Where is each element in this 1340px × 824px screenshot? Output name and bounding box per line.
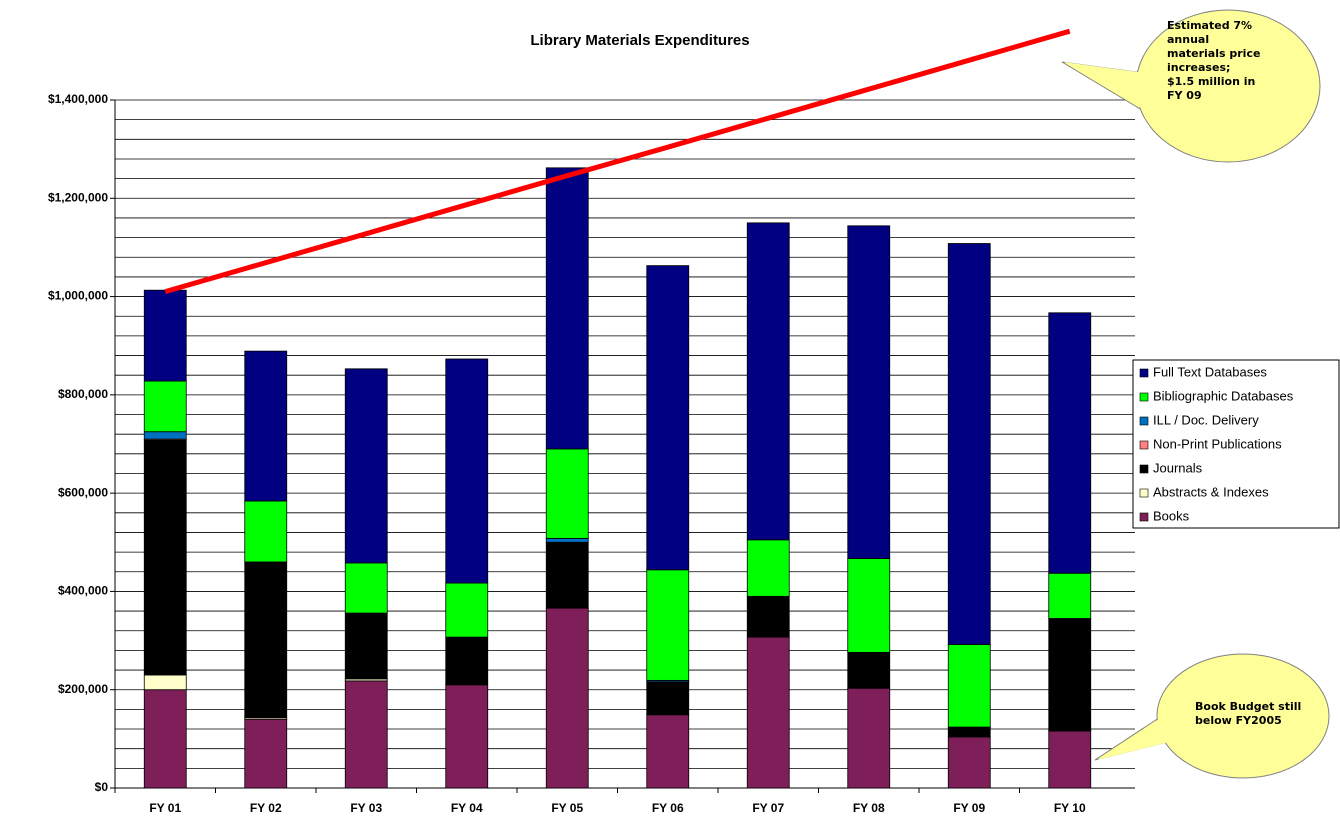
legend-swatch bbox=[1139, 464, 1149, 474]
bar-segment bbox=[143, 689, 187, 789]
bar-segment bbox=[1048, 730, 1092, 789]
bar-segment bbox=[244, 718, 288, 789]
bar-segment bbox=[244, 350, 288, 502]
bar-segment bbox=[746, 539, 790, 597]
bar-segment bbox=[545, 541, 589, 609]
x-tick-label: FY 10 bbox=[1054, 801, 1086, 815]
legend-swatch bbox=[1139, 440, 1149, 450]
x-tick-label: FY 05 bbox=[551, 801, 583, 815]
bar-segment bbox=[646, 569, 690, 681]
callout-text: materials price bbox=[1167, 47, 1260, 60]
bar-segment bbox=[947, 644, 991, 728]
legend-label: Books bbox=[1153, 508, 1190, 523]
bar-segment bbox=[646, 681, 690, 716]
y-tick-label: $600,000 bbox=[58, 485, 108, 499]
legend-label: Full Text Databases bbox=[1153, 364, 1267, 379]
x-tick-label: FY 07 bbox=[752, 801, 784, 815]
bar-segment bbox=[847, 558, 891, 653]
bar-segment bbox=[344, 612, 388, 680]
bar-segment bbox=[445, 636, 489, 686]
y-tick-label: $400,000 bbox=[58, 584, 108, 598]
callout-text: Book Budget still bbox=[1195, 700, 1301, 713]
y-tick-label: $1,400,000 bbox=[48, 92, 108, 106]
legend-label: Non-Print Publications bbox=[1153, 436, 1282, 451]
bar-segment bbox=[143, 674, 187, 691]
callout-bubble bbox=[1156, 653, 1330, 779]
callout-text: below FY2005 bbox=[1195, 714, 1282, 727]
bar-segment bbox=[847, 651, 891, 689]
bar-segment bbox=[1048, 312, 1092, 574]
legend-swatch bbox=[1139, 368, 1149, 378]
trend-line bbox=[164, 28, 1071, 295]
legend-label: Journals bbox=[1153, 460, 1203, 475]
bar-segment bbox=[1048, 618, 1092, 732]
bar-segment bbox=[143, 439, 187, 676]
x-tick-label: FY 08 bbox=[853, 801, 885, 815]
legend-swatch bbox=[1139, 512, 1149, 522]
bar-segment bbox=[646, 714, 690, 789]
bar-segment bbox=[445, 358, 489, 584]
callout-text: Estimated 7% bbox=[1167, 19, 1252, 32]
y-tick-label: $0 bbox=[95, 780, 109, 794]
bar-segment bbox=[143, 380, 187, 433]
legend: Books Abstracts & Indexes Journals Non-Prin… bbox=[1132, 359, 1340, 529]
bar-segment bbox=[746, 636, 790, 789]
bar-segment bbox=[646, 265, 690, 571]
bar-segment bbox=[445, 582, 489, 638]
legend-label: Abstracts & Indexes bbox=[1153, 484, 1269, 499]
callout-text: increases; bbox=[1167, 61, 1230, 74]
legend-label: Bibliographic Databases bbox=[1153, 388, 1294, 403]
y-tick-label: $800,000 bbox=[58, 387, 108, 401]
bar-segment bbox=[545, 167, 589, 450]
bar-segment bbox=[847, 687, 891, 789]
x-tick-label: FY 02 bbox=[250, 801, 282, 815]
bar-segment bbox=[1048, 572, 1092, 619]
legend-label: ILL / Doc. Delivery bbox=[1153, 412, 1259, 427]
x-tick-label: FY 01 bbox=[149, 801, 181, 815]
bar-segment bbox=[143, 431, 187, 440]
y-tick-label: $1,000,000 bbox=[48, 289, 108, 303]
bar-segment bbox=[545, 607, 589, 789]
bar-segment bbox=[344, 562, 388, 614]
bar-segment bbox=[545, 448, 589, 539]
x-tick-label: FY 06 bbox=[652, 801, 684, 815]
bar-segment bbox=[344, 680, 388, 789]
callout-tail-cover bbox=[1097, 712, 1177, 760]
bar-segment bbox=[746, 222, 790, 541]
legend-box bbox=[1132, 359, 1340, 529]
legend-swatch bbox=[1139, 416, 1149, 426]
y-tick-label: $200,000 bbox=[58, 682, 108, 696]
callout-text: FY 09 bbox=[1167, 89, 1202, 102]
bar-segment bbox=[445, 684, 489, 789]
bar-segment bbox=[244, 500, 288, 563]
bar-segment bbox=[746, 595, 790, 638]
x-tick-label: FY 04 bbox=[451, 801, 483, 815]
bar-segment bbox=[344, 368, 388, 564]
x-tick-label: FY 09 bbox=[953, 801, 985, 815]
y-tick-label: $1,200,000 bbox=[48, 190, 108, 204]
bar-segment bbox=[143, 289, 187, 382]
bar-segment bbox=[947, 726, 991, 738]
chart-title: Library Materials Expenditures bbox=[530, 32, 749, 49]
bar-segment bbox=[244, 561, 288, 719]
bar-segment bbox=[947, 243, 991, 645]
bar-segment bbox=[545, 537, 589, 543]
legend-swatch bbox=[1139, 392, 1149, 402]
legend-swatch bbox=[1139, 488, 1149, 498]
x-tick-label: FY 03 bbox=[350, 801, 382, 815]
callout-text: annual bbox=[1167, 33, 1209, 46]
callout-text: $1.5 million in bbox=[1167, 75, 1255, 88]
bar-segment bbox=[847, 225, 891, 559]
bar-segment bbox=[947, 736, 991, 789]
callout-tail-cover bbox=[1064, 62, 1152, 110]
